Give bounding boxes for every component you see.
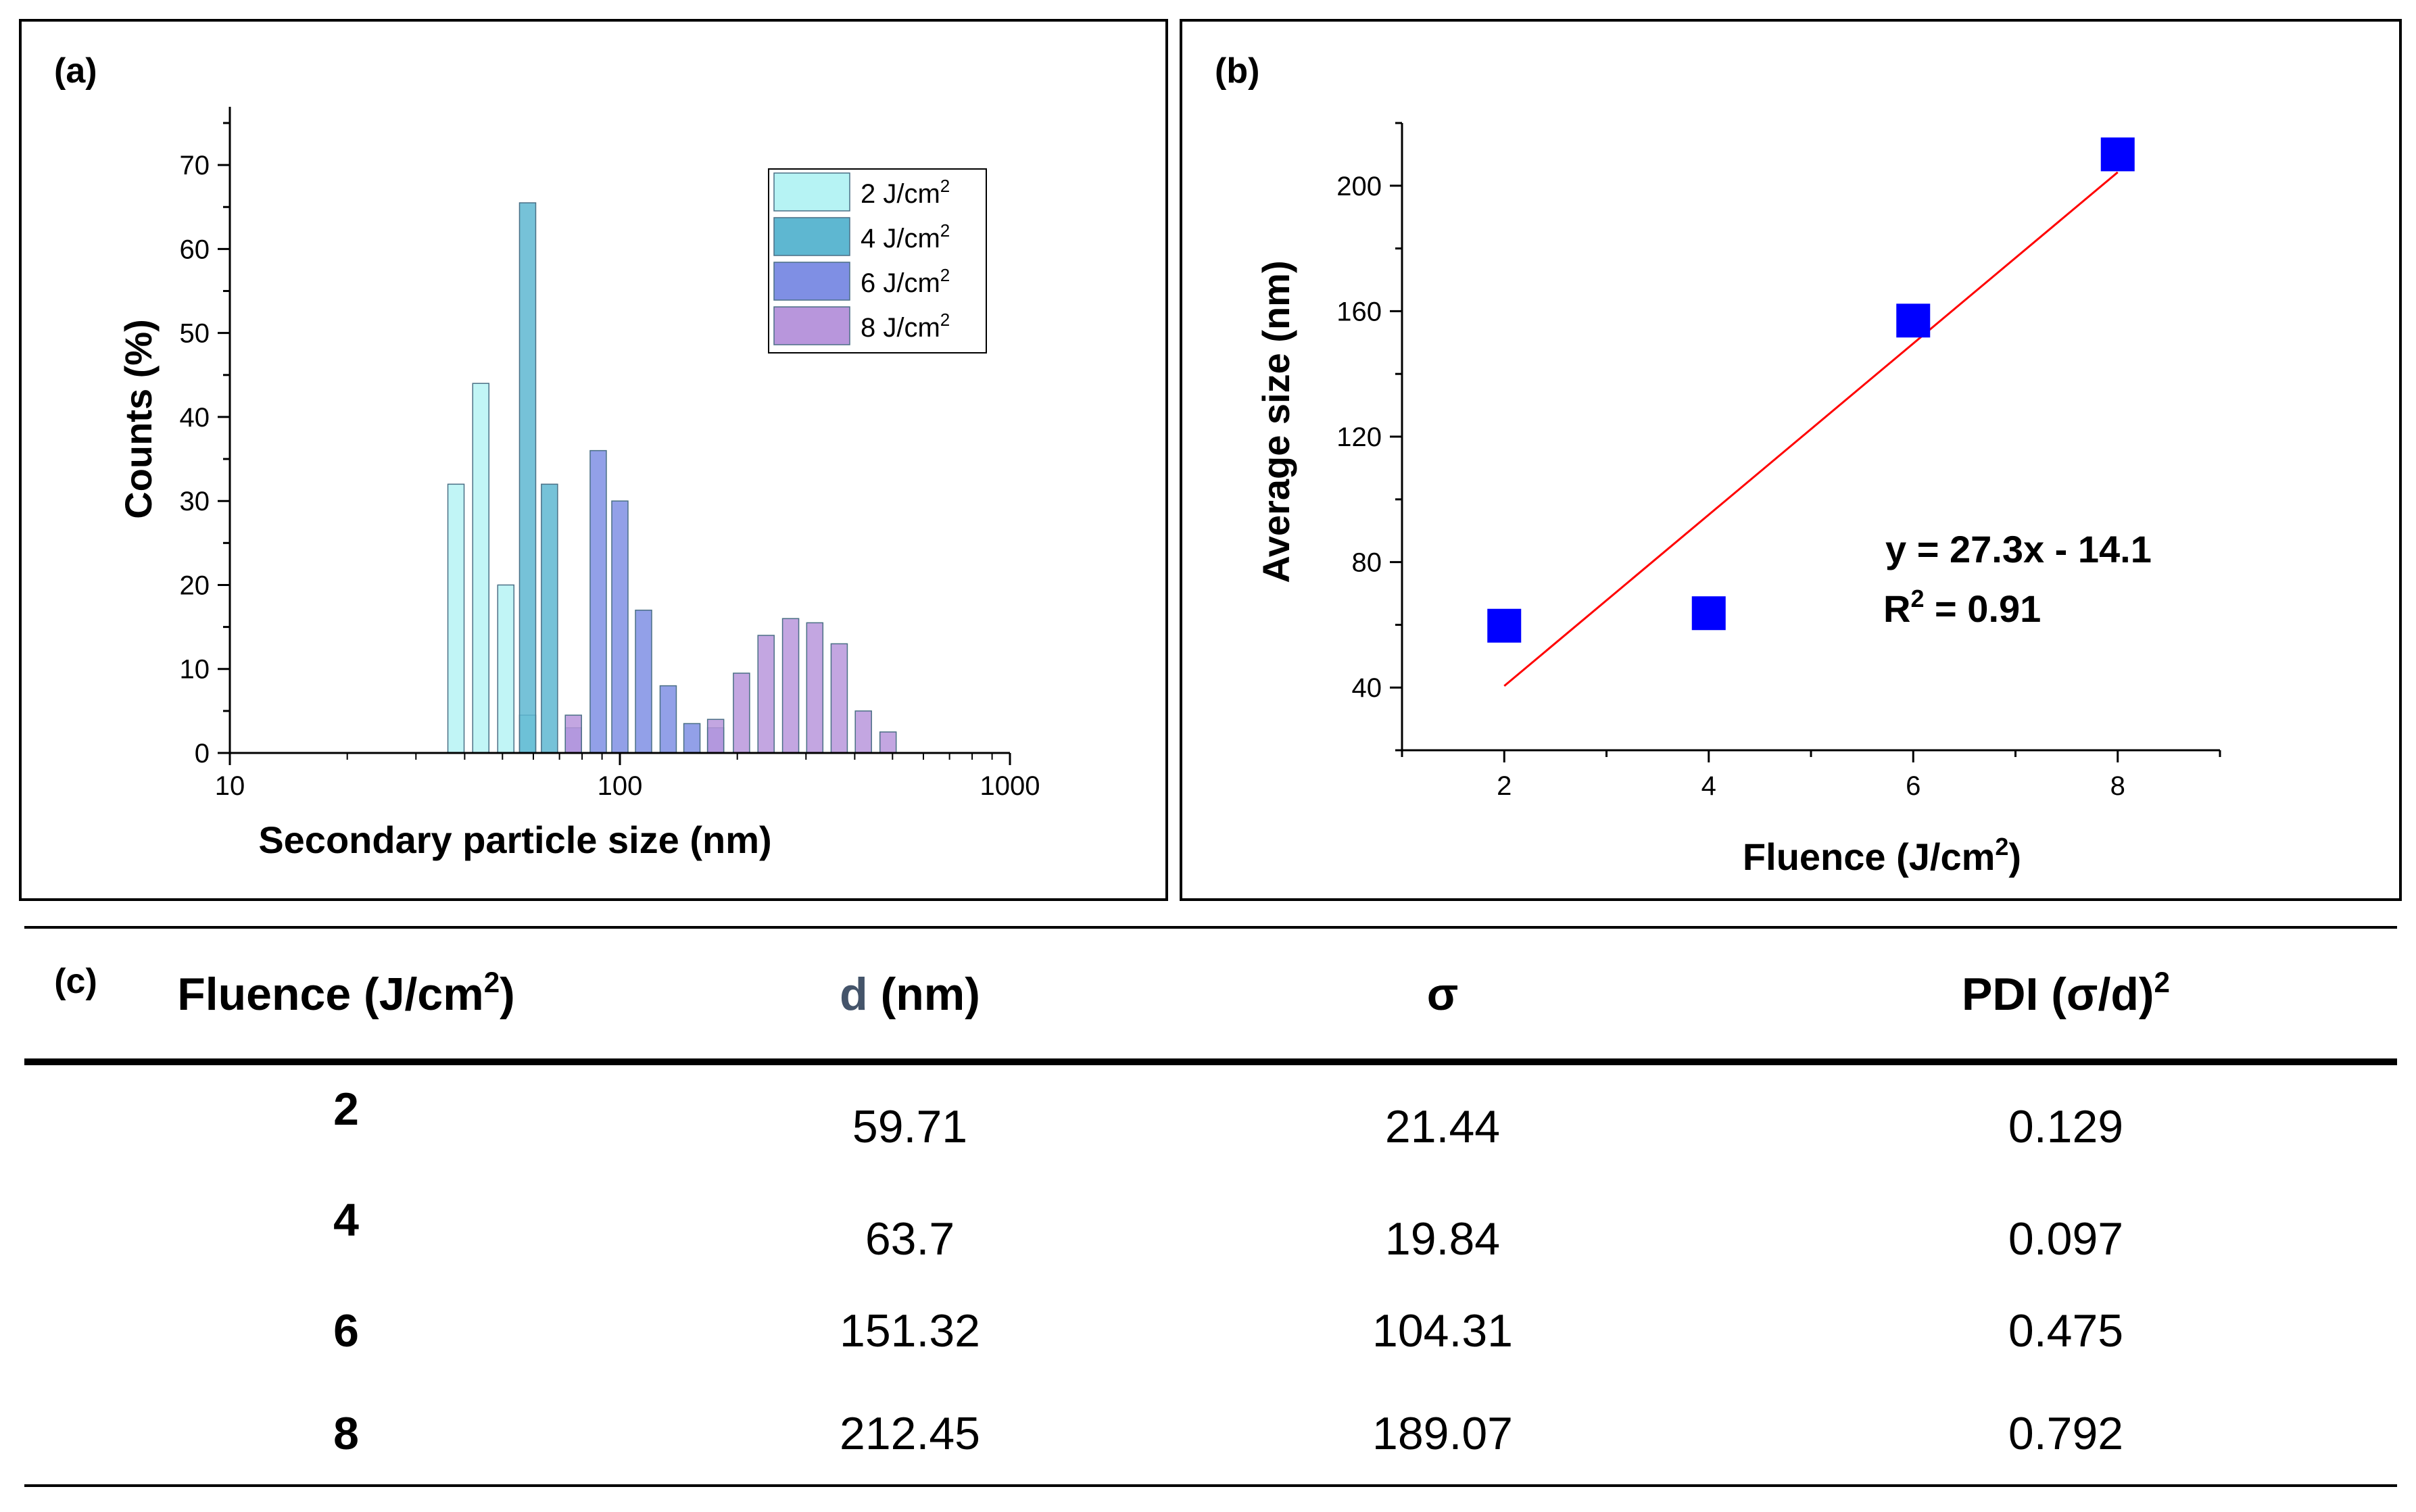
- header-diameter: d (nm): [840, 969, 980, 1020]
- table-header-rule: [24, 1058, 2397, 1065]
- table-top-rule: [24, 926, 2397, 929]
- legend-entry: 6 J/cm2: [861, 265, 950, 298]
- histogram-bar: [757, 635, 775, 754]
- row-4-d: 212.45: [840, 1408, 980, 1459]
- panel-b-label: (b): [1215, 51, 1259, 91]
- panel-a: (a) 10 100 1000 0 10 20 30 40 50 60 70 2 J/cm2 4 J/…: [19, 19, 1168, 901]
- y-tick-label-b: 160: [1336, 297, 1382, 326]
- histogram-bar: [854, 710, 872, 754]
- row-1-d: 59.71: [852, 1101, 968, 1152]
- histogram-bar: [635, 609, 652, 754]
- y-tick-label-a: 30: [180, 487, 210, 516]
- y-tick-label-a: 60: [180, 235, 210, 264]
- x-axis-label-b: Fluence (J/cm2): [1743, 833, 2021, 878]
- y-tick-label-a: 40: [180, 403, 210, 433]
- row-3-fluence: 6: [333, 1305, 359, 1357]
- legend-swatch: [773, 172, 850, 212]
- legend-entry: 2 J/cm2: [861, 176, 950, 209]
- row-1-fluence: 2: [333, 1083, 359, 1135]
- y-tick-label-b: 40: [1352, 673, 1382, 703]
- x-tick-label-b: 4: [1701, 771, 1716, 801]
- row-2-d: 63.7: [865, 1213, 955, 1265]
- legend-swatch: [773, 217, 850, 256]
- row-4-sigma: 189.07: [1372, 1408, 1513, 1459]
- scatter-points: [1487, 137, 2135, 643]
- histogram-bar: [659, 685, 677, 754]
- histogram-bar: [830, 643, 848, 754]
- y-tick-label-a: 0: [195, 739, 210, 769]
- row-4-fluence: 8: [333, 1408, 359, 1459]
- histogram-bar: [541, 483, 558, 754]
- y-tick-label-b: 200: [1336, 172, 1382, 201]
- x-tick-label-a: 1000: [980, 771, 1040, 801]
- y-tick-label-a: 50: [180, 319, 210, 349]
- header-fluence: Fluence (J/cm2): [177, 966, 515, 1020]
- row-1-pdi: 0.129: [2008, 1101, 2124, 1152]
- y-tick-label-b: 120: [1336, 422, 1382, 452]
- table-bottom-rule: [24, 1484, 2397, 1487]
- histogram-legend: 2 J/cm2 4 J/cm2 6 J/cm2 8 J/cm2: [768, 168, 987, 353]
- y-axis-label-a: Counts (%): [117, 319, 160, 519]
- y-tick-label-a: 70: [180, 151, 210, 180]
- data-point: [1691, 596, 1726, 631]
- row-3-d: 151.32: [840, 1305, 980, 1357]
- row-1-sigma: 21.44: [1384, 1101, 1501, 1152]
- histogram-bar: [781, 618, 800, 754]
- histogram-bar: [611, 500, 629, 754]
- fit-line-group: [1503, 171, 2119, 687]
- scatter-axes: 2 4 6 8 40 80 120 160 200: [1336, 122, 2221, 801]
- y-tick-label-a: 20: [180, 570, 210, 600]
- histogram-bar: [589, 449, 607, 754]
- x-axis-label-a: Secondary particle size (nm): [258, 819, 771, 861]
- y-tick-label-a: 10: [180, 655, 210, 685]
- histogram-bar: [564, 714, 582, 754]
- row-3-sigma: 104.31: [1372, 1305, 1513, 1357]
- data-point: [1487, 608, 1522, 643]
- histogram-bar: [733, 673, 750, 754]
- r-squared: R2 = 0.91: [1883, 585, 2041, 630]
- panel-a-label: (a): [54, 51, 97, 91]
- histogram-bar: [518, 202, 537, 754]
- header-sigma: σ: [1426, 969, 1459, 1020]
- x-tick-label-a: 10: [215, 771, 245, 801]
- row-3-pdi: 0.475: [2008, 1305, 2124, 1357]
- legend-entry: 8 J/cm2: [861, 310, 950, 343]
- x-tick-label-a: 100: [598, 771, 643, 801]
- row-2-sigma: 19.84: [1384, 1213, 1501, 1265]
- histogram-bar: [683, 723, 701, 754]
- histogram-bar: [879, 731, 897, 754]
- data-point: [2100, 137, 2135, 172]
- histogram-bars: [447, 202, 897, 754]
- header-pdi: PDI (σ/d)2: [1962, 966, 2170, 1020]
- histogram-bar: [706, 718, 725, 754]
- fit-equation: y = 27.3x - 14.1: [1885, 528, 2152, 570]
- panel-c-label: (c): [54, 962, 97, 1001]
- y-tick-label-b: 80: [1352, 548, 1382, 578]
- histogram-bar: [806, 622, 824, 754]
- histogram-bar: [472, 383, 490, 754]
- row-2-fluence: 4: [333, 1194, 359, 1246]
- x-tick-label-b: 6: [1906, 771, 1920, 801]
- y-axis-label-b: Average size (nm): [1255, 260, 1297, 583]
- x-tick-label-b: 8: [2110, 771, 2125, 801]
- legend-swatch: [773, 262, 850, 301]
- scatter-chart: (b) 2 4 6 8 40 80 120 160 200 Fluence (J/cm2) Av…: [1215, 51, 2221, 878]
- histogram-bar: [497, 584, 515, 754]
- data-point: [1896, 303, 1931, 338]
- results-table: (c) Fluence (J/cm2) d (nm) σ PDI (σ/d)2 …: [24, 926, 2397, 1494]
- row-4-pdi: 0.792: [2008, 1408, 2124, 1459]
- legend-entry: 4 J/cm2: [861, 220, 950, 253]
- fit-line: [1503, 171, 2119, 687]
- row-2-pdi: 0.097: [2008, 1213, 2124, 1265]
- x-tick-label-b: 2: [1497, 771, 1512, 801]
- histogram-bar: [447, 483, 465, 754]
- legend-swatch: [773, 306, 850, 345]
- panel-b: (b) 2 4 6 8 40 80 120 160 200 Fluence (J/cm2) Av…: [1180, 19, 2402, 901]
